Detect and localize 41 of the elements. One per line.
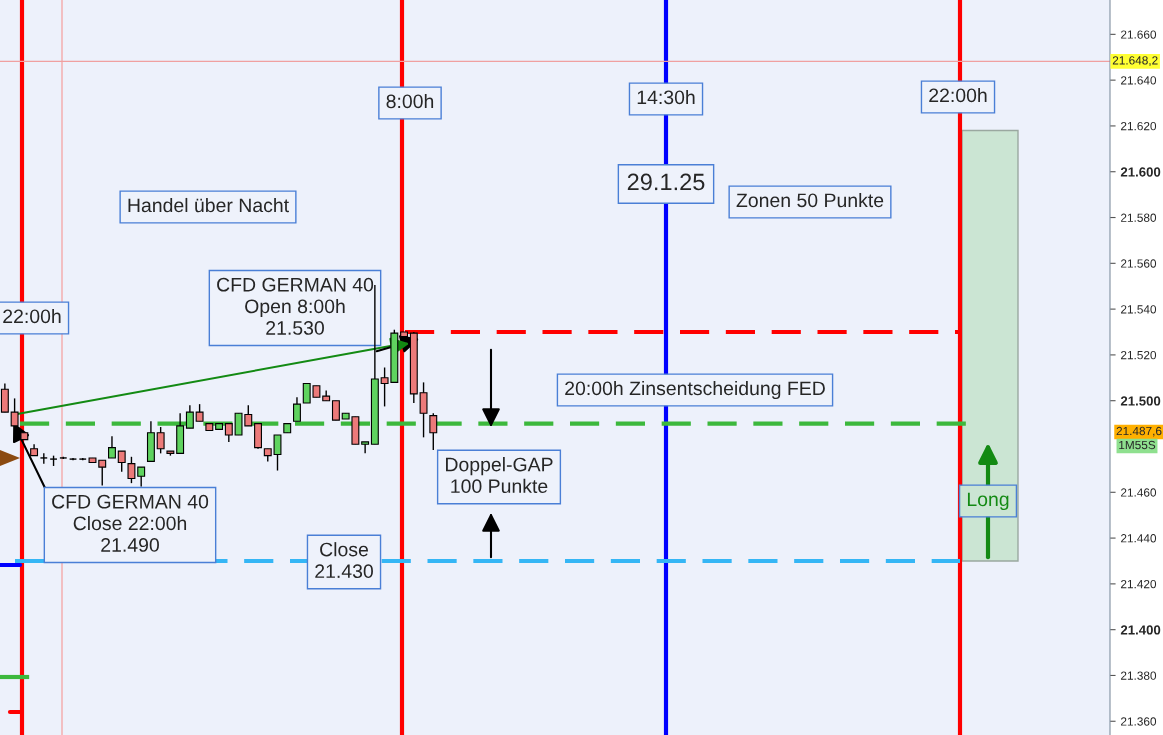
candlestick <box>117 450 126 473</box>
annotation: Close 21.430 <box>315 542 373 579</box>
annotation: 8:00h <box>386 93 434 109</box>
y-tick-label: 21.440 <box>1121 534 1157 543</box>
annotation: CFD GERMAN 40 Close 22:00h 21.490 <box>52 494 209 552</box>
candlestick <box>156 426 165 455</box>
y-tick-label: 21.380 <box>1121 671 1157 680</box>
annotation: 22:00h <box>3 308 61 324</box>
band-label: Long <box>967 492 1009 511</box>
candlestick <box>185 404 194 429</box>
y-tick-label: 21.400 <box>1120 625 1161 635</box>
annotation: 20:00h Zinsentscheidung FED <box>565 380 825 400</box>
annotation: 14:30h <box>637 89 695 105</box>
y-tick-label: 21.420 <box>1121 579 1157 589</box>
y-tick-label: 21.360 <box>1121 717 1157 726</box>
y-tick-label: 21.520 <box>1121 350 1157 360</box>
y-tick-label: 21.600 <box>1120 167 1161 177</box>
candlestick <box>429 412 438 451</box>
y-tick-label: 21.540 <box>1121 305 1157 314</box>
y-tick-label: 21.460 <box>1121 488 1157 497</box>
annotation: CFD GERMAN 40 Open 8:00h 21.530 <box>217 277 374 335</box>
y-tick-label: 21.640 <box>1121 76 1157 85</box>
candlestick <box>293 396 301 423</box>
annotation: Zonen 50 Punkte <box>736 192 884 208</box>
ref-line-label: 21.648,2 <box>1112 56 1158 66</box>
candlestick <box>39 452 48 465</box>
annotation: 29.1.25 <box>627 173 705 191</box>
y-tick-label: 21.560 <box>1121 259 1157 268</box>
annotation: Handel über Nacht <box>128 197 289 213</box>
candlestick <box>108 435 116 459</box>
candlestick <box>331 400 340 421</box>
y-tick-label: 21.500 <box>1120 396 1161 406</box>
candlestick <box>361 441 370 455</box>
annotation: 22:00h <box>929 87 987 103</box>
text: 21.487,6 <box>1116 426 1162 437</box>
text: 1M55S <box>1119 440 1156 450</box>
y-tick-label: 21.620 <box>1121 121 1157 131</box>
annotation: Doppel-GAP 100 Punkte <box>446 457 553 494</box>
candlestick <box>0 382 9 413</box>
y-tick-label: 21.580 <box>1121 213 1157 222</box>
y-tick-label: 21.660 <box>1121 30 1157 39</box>
